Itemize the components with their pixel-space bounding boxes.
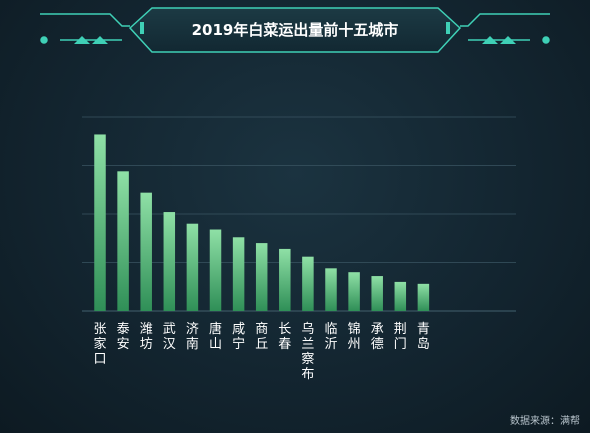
category-label-2: 泰安: [117, 322, 130, 352]
bar-15: [417, 283, 430, 311]
chart-title: 2019年白菜运出量前十五城市: [192, 21, 399, 39]
bar-14: [394, 281, 407, 311]
bar-6: [209, 229, 222, 311]
category-label-11: 临沂: [324, 322, 337, 352]
bar-1: [94, 134, 106, 311]
bar-4: [163, 212, 176, 311]
bar-9: [279, 248, 291, 311]
category-label-6: 唐山: [209, 321, 222, 352]
category-label-4: 武汉: [163, 322, 176, 352]
bar-8: [255, 243, 268, 311]
category-label-7: 咸宁: [232, 322, 245, 352]
title-frame: [40, 7, 550, 53]
category-label-8: 商丘: [255, 322, 268, 352]
category-label-3: 潍坊: [140, 322, 153, 352]
bar-3: [140, 192, 152, 311]
category-label-12: 锦州: [348, 322, 361, 352]
grid-lines: [82, 116, 516, 312]
category-label-15: 青岛: [417, 322, 430, 352]
category-label-1: 张家口: [93, 322, 106, 367]
bar-5: [186, 223, 199, 311]
bar-13: [371, 276, 383, 311]
bars: [94, 134, 430, 311]
category-label-9: 长春: [278, 322, 291, 352]
bar-10: [302, 256, 314, 311]
category-label-10: 乌兰察布: [301, 321, 314, 382]
bar-7: [232, 237, 245, 311]
bar-12: [348, 272, 360, 311]
category-label-13: 承德: [371, 322, 384, 352]
bar-2: [117, 171, 129, 311]
category-label-14: 荆门: [394, 321, 407, 352]
bar-11: [325, 268, 337, 311]
source-note: 数据来源：满帮: [510, 414, 580, 427]
category-label-5: 济南: [186, 322, 199, 352]
